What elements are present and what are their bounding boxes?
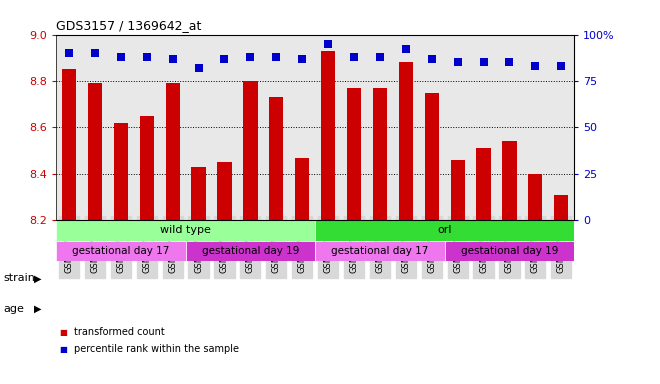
Point bbox=[556, 63, 566, 69]
Bar bbox=[477, 148, 490, 220]
Point bbox=[375, 54, 385, 60]
Point bbox=[478, 60, 489, 66]
Point bbox=[168, 56, 178, 62]
Text: percentile rank within the sample: percentile rank within the sample bbox=[74, 344, 239, 354]
Point bbox=[297, 56, 308, 62]
Point bbox=[219, 56, 230, 62]
Bar bbox=[217, 162, 232, 220]
Bar bbox=[315, 220, 574, 241]
Point bbox=[426, 56, 437, 62]
Bar bbox=[191, 167, 206, 220]
Point bbox=[245, 54, 255, 60]
Bar bbox=[56, 220, 315, 241]
Text: ■: ■ bbox=[59, 328, 67, 337]
Bar bbox=[554, 195, 568, 220]
Bar bbox=[528, 174, 543, 220]
Bar bbox=[373, 88, 387, 220]
Point bbox=[141, 54, 152, 60]
Point bbox=[115, 54, 126, 60]
Bar bbox=[166, 83, 180, 220]
Text: wild type: wild type bbox=[160, 225, 211, 235]
Point bbox=[348, 54, 359, 60]
Point bbox=[271, 54, 282, 60]
Point bbox=[64, 50, 75, 56]
Bar bbox=[114, 123, 128, 220]
Bar bbox=[424, 93, 439, 220]
Bar bbox=[502, 141, 517, 220]
Bar bbox=[244, 81, 257, 220]
Point bbox=[90, 50, 100, 56]
Point bbox=[530, 63, 541, 69]
Text: ■: ■ bbox=[59, 345, 67, 354]
Point bbox=[452, 60, 463, 66]
Bar bbox=[62, 70, 76, 220]
Bar bbox=[88, 83, 102, 220]
Text: age: age bbox=[3, 304, 24, 314]
Text: orl: orl bbox=[438, 225, 452, 235]
Bar bbox=[56, 241, 185, 261]
Bar bbox=[451, 160, 465, 220]
Text: strain: strain bbox=[3, 273, 35, 283]
Text: ▶: ▶ bbox=[34, 304, 42, 314]
Point bbox=[401, 46, 411, 53]
Bar bbox=[399, 63, 413, 220]
Text: GDS3157 / 1369642_at: GDS3157 / 1369642_at bbox=[56, 18, 201, 31]
Text: gestational day 19: gestational day 19 bbox=[461, 246, 558, 256]
Bar bbox=[185, 241, 315, 261]
Text: gestational day 19: gestational day 19 bbox=[202, 246, 299, 256]
Text: ▶: ▶ bbox=[34, 273, 42, 283]
Text: gestational day 17: gestational day 17 bbox=[72, 246, 170, 256]
Text: gestational day 17: gestational day 17 bbox=[331, 246, 428, 256]
Point bbox=[323, 41, 333, 47]
Bar bbox=[140, 116, 154, 220]
Bar bbox=[445, 241, 574, 261]
Text: transformed count: transformed count bbox=[74, 327, 164, 337]
Bar bbox=[315, 241, 445, 261]
Bar bbox=[269, 97, 283, 220]
Bar bbox=[295, 157, 310, 220]
Point bbox=[504, 60, 515, 66]
Point bbox=[193, 65, 204, 71]
Bar bbox=[321, 51, 335, 220]
Bar bbox=[347, 88, 361, 220]
